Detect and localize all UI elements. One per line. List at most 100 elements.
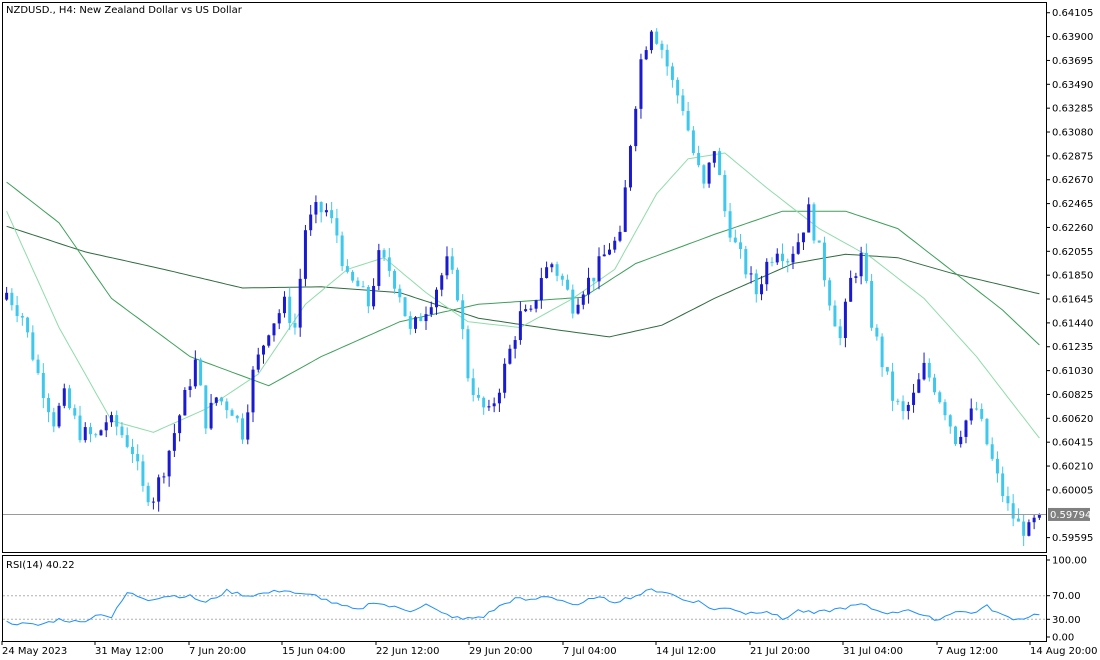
price-tick-label: 0.60415 [1052, 438, 1093, 449]
candle [770, 257, 774, 267]
ma-fast-line [6, 152, 1040, 439]
candle-body [130, 446, 134, 455]
time-tick-label: 15 Jun 04:00 [282, 646, 346, 657]
candle-body [1037, 514, 1041, 518]
candle-body [566, 279, 570, 290]
candle [1006, 486, 1010, 511]
candle [933, 373, 937, 395]
candle-body [948, 415, 952, 427]
candle-body [854, 276, 858, 278]
candle [366, 285, 370, 314]
candle-body [445, 256, 449, 276]
candle-body [796, 242, 800, 254]
price-tick-label: 0.64105 [1052, 8, 1093, 19]
time-tick-label: 7 Jun 20:00 [189, 646, 246, 657]
time-tick-label: 14 Jul 12:00 [656, 646, 716, 657]
candle-body [943, 402, 947, 416]
candle [57, 402, 61, 429]
candle-body [959, 436, 963, 445]
candle-body [524, 309, 528, 312]
candle [445, 246, 449, 280]
candle [817, 240, 821, 243]
candle-body [141, 461, 145, 486]
price-tick-label: 0.62055 [1052, 247, 1093, 258]
candle-body [62, 388, 66, 406]
candle-body [534, 300, 538, 309]
candle [115, 410, 119, 436]
candle-body [162, 476, 166, 478]
candle-body [718, 151, 722, 175]
candle-body [791, 253, 795, 263]
candle-body [136, 454, 140, 462]
candle [151, 497, 155, 510]
candle-body [246, 412, 250, 440]
candle [193, 350, 197, 389]
candle [885, 367, 889, 375]
candle [429, 301, 433, 318]
candle [393, 269, 397, 294]
candle [167, 449, 171, 487]
candle [843, 298, 847, 348]
candle-body [864, 252, 868, 282]
candle-body [1001, 473, 1005, 497]
candle [875, 324, 879, 341]
candle [120, 421, 124, 438]
time-tick-label: 31 May 12:00 [95, 646, 164, 657]
candle [403, 296, 407, 317]
candle-body [293, 322, 297, 328]
candlesticks [5, 28, 1041, 547]
price-axis[interactable]: 0.64105 0.63900 0.63695 0.63490 0.63285 0.630… [1046, 8, 1093, 544]
candle [801, 232, 805, 251]
candle [1027, 519, 1031, 537]
price-tick-label: 0.61440 [1052, 318, 1093, 329]
candle-body [435, 289, 438, 308]
candle [461, 294, 465, 340]
candle [518, 301, 522, 345]
candle [691, 126, 695, 156]
candle-body [78, 415, 82, 441]
candle-body [89, 427, 92, 435]
candle-body [366, 286, 370, 307]
candle [969, 398, 973, 425]
candle-body [99, 430, 103, 436]
candle [613, 236, 617, 253]
candle [822, 236, 826, 287]
candle [1022, 514, 1026, 547]
candle-body [927, 362, 931, 378]
candle-body [723, 174, 727, 212]
candle [419, 313, 423, 322]
candle [901, 395, 905, 420]
candle-body [608, 249, 611, 255]
candle [31, 325, 35, 362]
candle-body [655, 31, 659, 44]
price-tick-label: 0.62875 [1052, 151, 1093, 162]
candle-body [1027, 522, 1031, 536]
candle [492, 397, 496, 413]
candle-body [193, 359, 197, 387]
candle [587, 267, 591, 304]
candle-body [241, 418, 245, 440]
candle [62, 383, 66, 409]
candle-body [801, 232, 805, 243]
candle [1011, 494, 1015, 527]
time-axis[interactable]: 24 May 2023 31 May 12:00 7 Jun 20:00 15 Jun… [1, 641, 1097, 657]
candle-body [807, 204, 811, 233]
candle-body [875, 327, 879, 337]
symbol-title: NZDUSD., H4: New Zealand Dollar vs US Do… [6, 5, 243, 16]
candle-body [581, 294, 585, 305]
candle [435, 287, 438, 315]
candle [990, 437, 994, 461]
candle-body [47, 397, 51, 413]
candle-body [676, 79, 680, 96]
candle [870, 273, 874, 331]
rsi-tick-label: 30.00 [1052, 615, 1081, 626]
candle [52, 407, 56, 433]
candle [628, 144, 632, 191]
candle [351, 270, 355, 283]
candle [833, 300, 837, 327]
candle [555, 261, 559, 282]
candle [136, 444, 140, 471]
candle [896, 398, 900, 405]
candle [314, 195, 318, 224]
